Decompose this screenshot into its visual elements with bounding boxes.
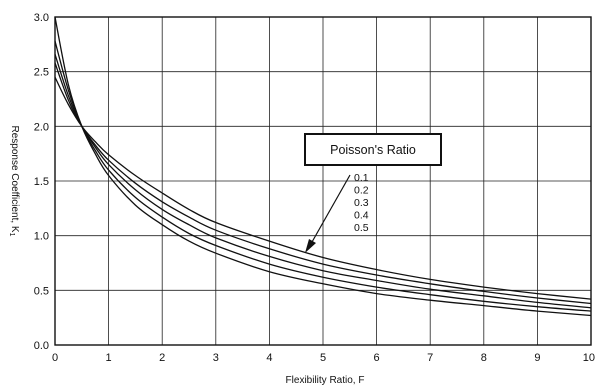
legend-entry: 0.4 — [354, 210, 369, 222]
y-tick-label: 1.0 — [34, 231, 49, 243]
legend-entry: 0.2 — [354, 185, 369, 197]
series-line-4 — [54, 40, 592, 312]
y-axis-label-main: Response Coefficient, K — [9, 125, 20, 232]
x-tick-label: 8 — [481, 352, 487, 364]
series-line-1 — [54, 76, 592, 300]
legend-entry: 0.3 — [354, 197, 369, 209]
x-tick-label: 9 — [534, 352, 540, 364]
y-tick-labels: 0.0 0.5 1.0 1.5 2.0 2.5 3.0 — [34, 12, 49, 352]
legend-entries: 0.10.20.30.40.5 — [354, 172, 369, 234]
x-tick-label: 6 — [374, 352, 380, 364]
grid — [54, 16, 592, 346]
y-axis-label-subscript: 1 — [8, 233, 15, 237]
y-axis-label: Response Coefficient, K1 — [8, 125, 20, 236]
series-group — [54, 16, 592, 317]
plot-frame — [54, 16, 592, 346]
x-tick-label: 5 — [320, 352, 326, 364]
x-axis-label: Flexibility Ratio, F — [286, 375, 365, 385]
y-tick-label: 0.5 — [34, 285, 49, 297]
y-tick-label: 0.0 — [34, 340, 49, 352]
y-tick-label: 1.5 — [34, 176, 49, 188]
legend-arrowhead — [305, 239, 316, 253]
series-line-3 — [54, 54, 592, 309]
series-line-5 — [54, 16, 592, 317]
x-tick-labels: 0 1 2 3 4 5 6 7 8 9 10 — [52, 352, 595, 364]
x-tick-label: 7 — [427, 352, 433, 364]
legend-title: Poisson's Ratio — [330, 143, 416, 157]
y-tick-label: 2.5 — [34, 67, 49, 79]
legend-entry: 0.1 — [354, 172, 369, 184]
x-tick-label: 0 — [52, 352, 58, 364]
legend: Poisson's Ratio 0.10.20.30.40.5 — [304, 133, 442, 253]
y-tick-label: 2.0 — [34, 121, 49, 133]
x-tick-label: 4 — [266, 352, 272, 364]
legend-title-box — [304, 133, 442, 166]
legend-entry: 0.5 — [354, 222, 369, 234]
x-tick-label: 3 — [213, 352, 219, 364]
x-tick-label: 2 — [159, 352, 165, 364]
legend-arrow — [311, 174, 351, 243]
x-tick-label: 1 — [106, 352, 112, 364]
y-tick-label: 3.0 — [34, 12, 49, 24]
x-tick-label: 10 — [583, 352, 595, 364]
